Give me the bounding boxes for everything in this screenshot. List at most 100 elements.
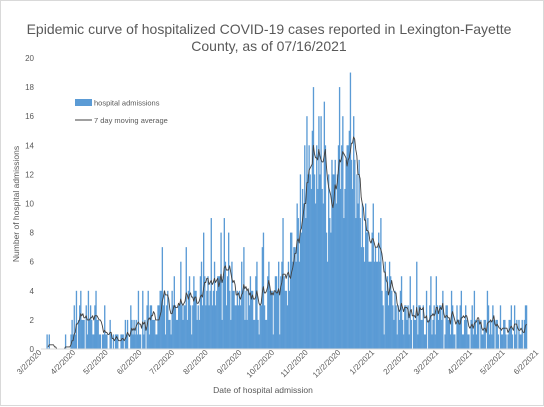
- y-axis-label: Number of hospital admissions: [11, 146, 21, 262]
- bar: [445, 305, 447, 349]
- bar: [132, 334, 134, 349]
- bar: [358, 159, 360, 349]
- bar: [355, 218, 357, 349]
- bar: [136, 334, 139, 349]
- bar: [488, 334, 491, 349]
- bar: [222, 276, 224, 349]
- bar: [77, 319, 80, 349]
- bar: [86, 334, 88, 349]
- bar: [223, 218, 225, 349]
- y-tick-label: 14: [25, 141, 34, 150]
- bar: [144, 319, 146, 349]
- bar: [247, 290, 249, 349]
- bar: [491, 334, 493, 349]
- bar: [332, 174, 334, 349]
- bar: [266, 319, 268, 349]
- bar: [333, 174, 335, 349]
- y-tick-label: 8: [30, 229, 35, 238]
- bar: [391, 290, 393, 349]
- bar: [261, 247, 264, 349]
- bar: [523, 319, 526, 349]
- bar: [148, 334, 150, 349]
- bar: [314, 203, 317, 349]
- bar: [501, 334, 504, 349]
- bar: [320, 116, 322, 349]
- bar: [114, 334, 117, 349]
- bar: [497, 334, 499, 349]
- bar: [338, 87, 341, 349]
- bar: [160, 290, 162, 349]
- bar: [436, 305, 439, 349]
- y-tick-label: 16: [25, 112, 34, 121]
- bar: [505, 334, 507, 349]
- bar: [186, 319, 189, 349]
- bar: [79, 305, 81, 349]
- bar: [508, 319, 510, 349]
- bar: [425, 290, 428, 349]
- bar: [174, 305, 177, 349]
- bar: [208, 305, 210, 349]
- bar: [287, 261, 290, 349]
- bar: [516, 319, 518, 349]
- legend-label-bars: hospital admissions: [94, 99, 160, 108]
- bar: [310, 188, 312, 349]
- bar: [369, 261, 371, 349]
- bar: [398, 319, 401, 349]
- bar: [264, 319, 267, 349]
- bar: [428, 319, 430, 349]
- bar: [295, 261, 297, 349]
- bar: [480, 319, 482, 349]
- bar: [179, 305, 181, 349]
- bar: [365, 203, 367, 349]
- bar: [444, 334, 446, 349]
- bar: [200, 261, 203, 349]
- bar: [395, 305, 397, 349]
- bar: [458, 319, 460, 349]
- bar: [344, 188, 346, 349]
- bar: [274, 276, 277, 349]
- bar: [212, 290, 215, 349]
- bar: [85, 305, 87, 349]
- bar: [507, 334, 509, 349]
- bar: [474, 319, 477, 349]
- bar: [396, 334, 398, 349]
- bar: [75, 290, 78, 349]
- bar: [124, 319, 127, 349]
- bar: [330, 232, 332, 349]
- bar: [193, 276, 195, 349]
- bar: [101, 334, 104, 349]
- bar: [131, 319, 133, 349]
- x-tick-label: 3/2/2021: [412, 348, 441, 377]
- x-tick-label: 7/2/2020: [148, 348, 177, 377]
- bar: [288, 290, 291, 349]
- bar: [214, 305, 217, 349]
- bar: [241, 261, 243, 349]
- bar: [476, 319, 479, 349]
- bar: [422, 305, 424, 349]
- bar: [313, 174, 316, 349]
- bar: [71, 319, 73, 349]
- bar: [423, 334, 426, 349]
- bar: [211, 305, 214, 349]
- bar: [95, 290, 97, 349]
- bar: [341, 145, 343, 349]
- bar: [376, 261, 379, 349]
- bar: [161, 247, 164, 349]
- x-tick-label: 12/2/2020: [311, 348, 343, 380]
- bar: [347, 145, 349, 349]
- bar: [424, 334, 427, 349]
- bar: [220, 232, 222, 349]
- bar: [304, 145, 306, 349]
- bar: [493, 319, 495, 349]
- bar: [306, 116, 308, 349]
- bar: [336, 174, 339, 349]
- bar: [197, 305, 199, 349]
- bar: [182, 319, 184, 349]
- bar: [282, 218, 284, 349]
- bar: [345, 159, 347, 349]
- x-tick-label: 8/2/2020: [181, 348, 210, 377]
- y-tick-label: 2: [30, 316, 35, 325]
- bar: [373, 261, 376, 349]
- bar: [218, 276, 220, 349]
- legend-label-line: 7 day moving average: [94, 116, 168, 125]
